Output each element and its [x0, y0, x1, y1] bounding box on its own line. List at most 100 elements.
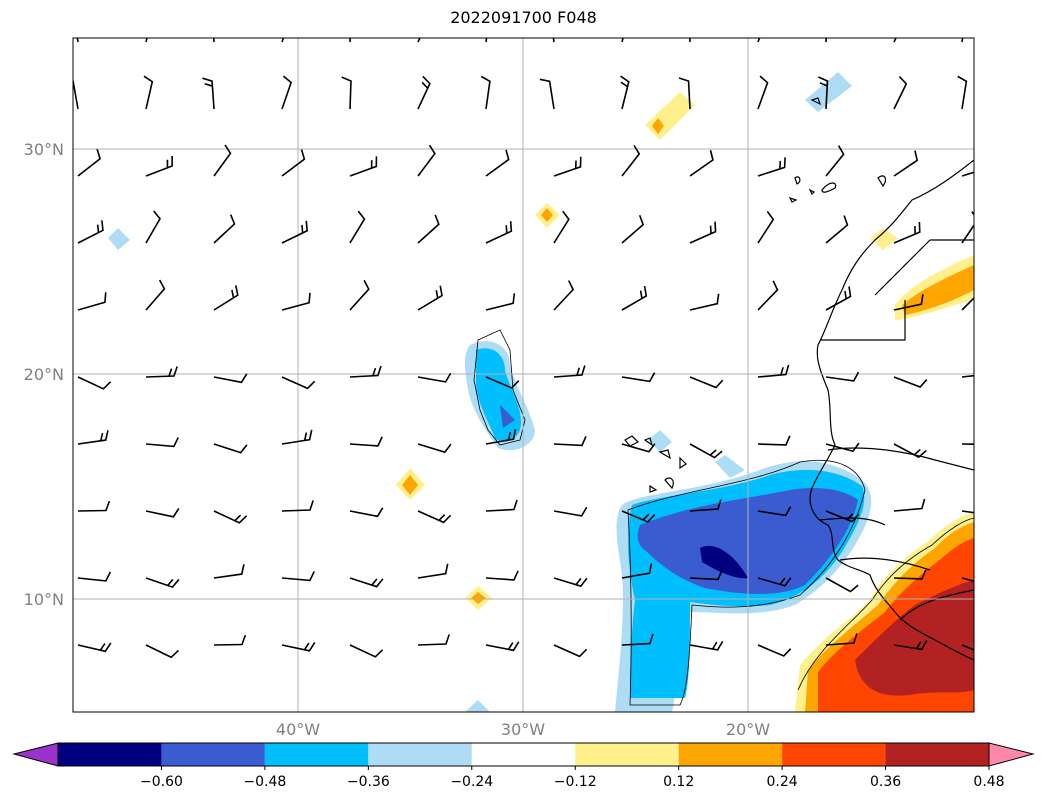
- wind-barb: [893, 150, 919, 177]
- wind-barb: [757, 75, 769, 110]
- contour-yellow-26n: [870, 228, 898, 250]
- africa-coastline: [809, 159, 974, 661]
- cape-verde-islands: [624, 435, 687, 493]
- wind-barb: [893, 222, 921, 244]
- wind-barb: [349, 38, 351, 43]
- contour-blob-15n: [715, 455, 745, 478]
- wind-barb: [145, 210, 161, 244]
- wind-barb: [689, 640, 724, 651]
- wind-barb: [689, 150, 714, 177]
- wind-barb: [688, 38, 691, 43]
- wind-barb: [689, 443, 723, 459]
- wind-barb: [961, 510, 974, 514]
- wind-barb: [621, 372, 656, 383]
- wind-barb: [485, 221, 513, 244]
- wind-barb: [281, 429, 313, 445]
- wind-barb: [485, 641, 520, 652]
- colorbar-cell: [161, 743, 265, 766]
- wind-barb: [485, 376, 520, 389]
- wind-barb: [893, 640, 928, 651]
- wind-barb: [349, 644, 384, 658]
- wind-barb: [893, 75, 908, 110]
- contour-fill-layer: [108, 72, 974, 712]
- wind-barb: [757, 157, 786, 177]
- wind-barb: [485, 293, 516, 311]
- border-4: [827, 447, 974, 471]
- colorbar: −0.60 −0.48 −0.36 −0.24 −0.12 0.12 0.24 0.36 0.4…: [12, 742, 1035, 790]
- plot-frame: [72, 37, 975, 713]
- wind-barb: [961, 296, 974, 311]
- wind-barb: [893, 569, 927, 580]
- wind-barb: [145, 437, 179, 448]
- wind-barb: [480, 75, 491, 110]
- wind-barb: [621, 38, 624, 43]
- wind-barb: [825, 577, 859, 593]
- wind-barb: [349, 156, 378, 177]
- lon-label-40w: 40°W: [276, 720, 320, 739]
- colorbar-cell: [58, 743, 162, 766]
- colorbar-label: −0.48: [243, 774, 286, 790]
- wind-barb: [145, 38, 148, 43]
- wind-barb: [417, 75, 431, 110]
- wind-barb: [281, 500, 314, 512]
- wind-barb: [349, 210, 366, 244]
- wind-barb: [893, 38, 897, 43]
- colorbar-cell: [782, 743, 886, 766]
- wind-barb: [77, 292, 107, 311]
- wind-barb: [417, 563, 449, 579]
- wind-barb: [212, 38, 215, 43]
- colorbar-cell: [885, 743, 989, 766]
- wind-barb: [553, 210, 570, 244]
- wind-barb: [825, 442, 860, 453]
- lat-label-30n: 30°N: [24, 140, 64, 159]
- colorbar-label: 0.24: [767, 774, 798, 790]
- wind-barb: [621, 510, 656, 523]
- wind-barb: [281, 571, 315, 582]
- wind-barb: [213, 443, 248, 454]
- wind-barb: [349, 577, 384, 588]
- wind-barb: [553, 435, 587, 447]
- wind-barb: [689, 569, 723, 581]
- wind-barb: [485, 499, 518, 512]
- wind-barb: [957, 75, 968, 110]
- wind-barb: [678, 77, 691, 110]
- wind-barb: [485, 38, 488, 43]
- madeira: [810, 97, 822, 106]
- border-6: [839, 557, 931, 571]
- wind-barb: [689, 376, 724, 389]
- contour-blob-17n: [648, 430, 672, 452]
- wind-barb: [553, 577, 588, 588]
- wind-barb: [553, 365, 586, 378]
- wind-barb: [145, 507, 180, 518]
- colorbar-frame: [57, 742, 990, 767]
- wind-barb: [961, 577, 974, 583]
- wind-barb: [757, 506, 792, 517]
- wind-barb: [281, 38, 285, 43]
- colorbar-cell: [678, 743, 783, 766]
- wind-barb: [621, 563, 653, 579]
- wind-barb: [349, 507, 384, 518]
- wind-barb: [281, 220, 309, 244]
- wind-barb: [213, 634, 247, 646]
- wind-barb: [417, 443, 452, 454]
- wind-barb: [961, 374, 974, 378]
- wind-barb: [77, 220, 104, 244]
- wind-barb: [757, 38, 761, 43]
- wind-barb: [77, 148, 101, 177]
- wind-barb: [825, 38, 828, 43]
- lat-label-10n: 10°N: [24, 590, 64, 609]
- wind-barb: [213, 214, 236, 244]
- wind-barb: [689, 293, 720, 311]
- wind-barb: [349, 436, 383, 447]
- wind-barb: [757, 210, 775, 244]
- colorbar-labels: −0.60 −0.48 −0.36 −0.24 −0.12 0.12 0.24 0.36 0.4…: [140, 766, 1005, 790]
- contour-outline-21n: [473, 329, 526, 446]
- colorbar-label: 0.36: [870, 774, 901, 790]
- canary-islands: [788, 175, 887, 203]
- colorbar-label: 0.12: [663, 774, 694, 790]
- contour-orange-31n: [652, 118, 664, 134]
- colorbar-label: −0.12: [554, 774, 597, 790]
- wind-barb: [213, 564, 245, 579]
- wind-barb: [961, 644, 974, 651]
- wind-barb: [621, 633, 654, 646]
